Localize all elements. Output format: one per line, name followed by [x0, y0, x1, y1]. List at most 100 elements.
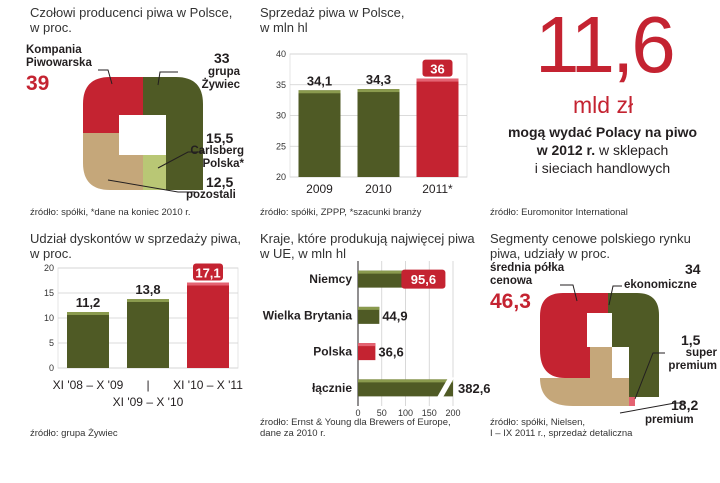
bar-value-label: 17,1 [195, 266, 220, 281]
label-premium: premium [645, 414, 694, 426]
y-tick-label: 20 [44, 263, 54, 273]
bar-value-label: 36,6 [378, 345, 403, 360]
panel-discount-title: Udział dyskontów w sprzedaży piwa, w pro… [30, 231, 241, 261]
slice-carlsberg-polska [143, 155, 166, 190]
y-tick-label: 5 [49, 338, 54, 348]
axis-break-mark [436, 377, 455, 399]
panel-producers: Czołowi producenci piwa w Polsce, w proc… [0, 0, 245, 225]
label-carlsberg: Carlsberg Polska* [190, 145, 244, 170]
x-tick-label: 150 [422, 408, 437, 418]
slice-premium [540, 347, 629, 406]
bar-value-label: 34,1 [307, 73, 332, 88]
producers-square-pie [83, 69, 205, 193]
panel-spending-source: źródło: Euromonitor International [490, 207, 628, 218]
value-grupa-zywiec: 33 [214, 50, 230, 66]
slice-srednia-polka [540, 293, 608, 378]
panel-beer-sales: Sprzedaż piwa w Polsce, w mln hl 20 25 30 3… [245, 0, 485, 225]
bar [298, 90, 341, 177]
row-category-label: Niemcy [309, 272, 352, 286]
x-tick-label: 200 [445, 408, 460, 418]
panel-eu-producers: Kraje, które produkują najwięcej piwa w … [255, 225, 491, 483]
slice-kompania-piwowarska [83, 77, 143, 133]
x-tick-label: 100 [398, 408, 413, 418]
slice-pozostali [83, 133, 143, 190]
bar-top-highlight [358, 379, 453, 383]
label-ekonomiczne: ekonomiczne [624, 279, 697, 291]
bar-top-highlight [358, 306, 380, 310]
bar [358, 306, 380, 324]
label-super-premium: super premium [668, 347, 717, 372]
value-ekonomiczne: 34 [685, 261, 701, 277]
panel-beer-sales-title: Sprzedaż piwa w Polsce, w mln hl [260, 5, 405, 35]
y-tick-label: 30 [276, 111, 286, 121]
y-tick-label: 40 [276, 49, 286, 59]
bar-value-label: 382,6 [458, 381, 491, 396]
y-tick-label: 0 [49, 363, 54, 373]
label-kompania-piwowarska: Kompania Piwowarska [26, 44, 92, 69]
panel-eu-title: Kraje, które produkują najwięcej piwa w … [260, 231, 475, 261]
bar-value-label: 36 [430, 62, 444, 77]
label-pozostali: pozostali [186, 189, 236, 201]
value-badge [401, 269, 446, 289]
x-category-label: XI '08 – X '09 [53, 378, 124, 392]
x-category-label: XI '09 – X '10 [113, 395, 184, 409]
y-tick-label: 15 [44, 288, 54, 298]
bar-top-highlight [358, 270, 404, 274]
value-super-premium: 1,5 [681, 332, 701, 348]
bar [67, 312, 109, 368]
discount-share-chart: 0 5 10 15 20 11,2 13,8 17,1 XI '08 – X '09 XI '09… [44, 263, 243, 409]
value-badge [193, 263, 223, 281]
bar-top-highlight [358, 343, 376, 347]
bar [358, 379, 453, 397]
value-srednia-polka: 46,3 [490, 290, 531, 313]
beer-sales-chart: 20 25 30 35 40 34,1 2009 34,3 2010 36 2011* [276, 49, 468, 196]
row-category-label: Wielka Brytania [263, 308, 353, 322]
bar-value-label: 13,8 [135, 282, 160, 297]
value-carlsberg: 15,5 [206, 130, 234, 146]
bar-top-highlight [357, 89, 400, 93]
bar [187, 282, 229, 368]
y-tick-label: 25 [276, 141, 286, 151]
row-category-label: łącznie [312, 381, 352, 395]
panel-segments-title: Segmenty cenowe polskiego rynku piwa, ud… [490, 231, 691, 261]
bar-value-label: 11,2 [76, 295, 101, 310]
bar-value-label: 95,6 [411, 272, 436, 287]
panel-price-segments: Segmenty cenowe polskiego rynku piwa, ud… [485, 225, 720, 483]
y-tick-label: 10 [44, 313, 54, 323]
row-category-label: Polska [313, 345, 352, 359]
leader-srednia-polka [560, 284, 578, 302]
big-number-unit: mld zł [573, 92, 634, 118]
value-premium: 18,2 [671, 397, 699, 413]
leader-zywiec [157, 71, 178, 86]
panel-discount-source: źródło: grupa Żywiec [30, 428, 118, 439]
panel-segments-source: źródło: spółki, Nielsen, I – IX 2011 r.,… [490, 417, 633, 439]
label-grupa-zywiec: grupa Żywiec [201, 66, 240, 91]
big-number: 11,6 [535, 0, 676, 89]
bar [358, 270, 404, 288]
x-category-label: 2011* [422, 182, 453, 196]
bar [358, 343, 376, 361]
y-tick-label: 35 [276, 80, 286, 90]
bar-top-highlight [187, 282, 229, 286]
x-category-label: 2009 [306, 182, 333, 196]
bar [127, 299, 169, 368]
x-label-separator: | [146, 378, 149, 392]
leader-super-premium [634, 352, 665, 400]
leader-kompania [98, 69, 113, 85]
bar-value-label: 44,9 [382, 308, 407, 323]
segments-square-pie [540, 284, 685, 414]
value-kompania-piwowarska: 39 [26, 72, 50, 95]
bar-top-highlight [416, 78, 459, 82]
bar-top-highlight [127, 299, 169, 302]
panel-beer-sales-source: źródło: spółki, ZPPP, *szacunki branży [260, 207, 422, 218]
bar [416, 78, 459, 177]
eu-producers-chart: 0 50 100 150 200 Niemcy 95,6 Wielka Brytania 44,… [263, 261, 491, 418]
x-category-label: 2010 [365, 182, 392, 196]
panel-producers-source: źródło: spółki, *dane na koniec 2010 r. [30, 207, 191, 218]
value-badge [422, 59, 453, 77]
pie-center-hole [119, 115, 166, 155]
bar [357, 89, 400, 177]
x-category-label: XI '10 – X '11 [173, 378, 243, 392]
leader-carlsberg [157, 151, 205, 169]
y-tick-label: 20 [276, 172, 286, 182]
